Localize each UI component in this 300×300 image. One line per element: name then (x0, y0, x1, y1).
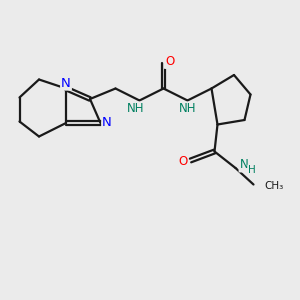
Text: O: O (178, 155, 188, 169)
Text: NH: NH (179, 102, 196, 116)
Text: N: N (102, 116, 112, 130)
Text: N: N (61, 76, 71, 90)
Text: CH₃: CH₃ (264, 181, 283, 191)
Text: NH: NH (127, 102, 145, 116)
Text: H: H (248, 165, 256, 176)
Text: O: O (165, 55, 174, 68)
Text: N: N (239, 158, 248, 172)
